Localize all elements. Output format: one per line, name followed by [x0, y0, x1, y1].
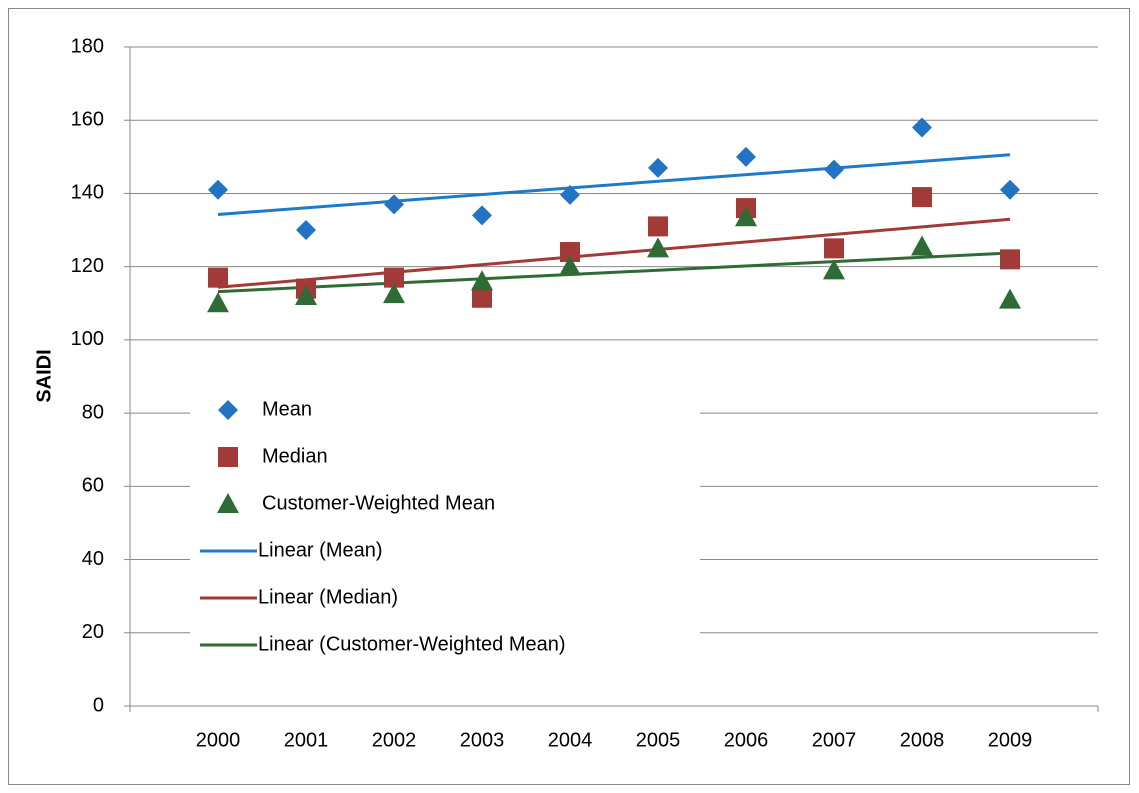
y-tick-label: 120 [71, 255, 104, 277]
legend-box [190, 385, 700, 663]
marker-square [218, 447, 238, 467]
marker-diamond [1000, 179, 1020, 200]
legend-label: Median [262, 445, 328, 467]
marker-triangle [471, 270, 493, 291]
marker-triangle [559, 255, 581, 276]
marker-triangle [823, 259, 845, 280]
marker-square [472, 287, 492, 308]
marker-triangle [207, 292, 229, 313]
marker-diamond [296, 220, 316, 241]
marker-square [208, 267, 228, 288]
marker-square [912, 187, 932, 208]
marker-diamond [824, 159, 844, 180]
marker-diamond [384, 194, 404, 215]
legend-label: Linear (Customer-Weighted Mean) [258, 633, 566, 655]
marker-triangle [999, 288, 1021, 309]
x-tick-label: 2009 [988, 729, 1033, 751]
marker-diamond [648, 157, 668, 178]
trendline [217, 251, 1011, 294]
y-tick-label: 80 [82, 401, 104, 423]
legend-label: Linear (Mean) [258, 539, 383, 561]
x-tick-label: 2000 [196, 729, 241, 751]
y-tick-label: 100 [71, 328, 104, 350]
y-tick-label: 40 [82, 548, 104, 570]
marker-triangle [295, 284, 317, 305]
y-tick-label: 180 [71, 35, 104, 57]
y-axis-label: SAIDI [33, 349, 55, 402]
x-tick-label: 2004 [548, 729, 593, 751]
legend-label: Mean [262, 398, 312, 420]
x-tick-label: 2008 [900, 729, 945, 751]
y-tick-label: 160 [71, 109, 104, 131]
y-tick-label: 20 [82, 621, 104, 643]
marker-square [384, 267, 404, 288]
trendline [217, 153, 1011, 216]
marker-diamond [208, 179, 228, 200]
x-tick-label: 2007 [812, 729, 857, 751]
y-tick-label: 60 [82, 475, 104, 497]
marker-square [560, 242, 580, 263]
marker-diamond [736, 146, 756, 167]
marker-diamond [472, 205, 492, 226]
x-tick-label: 2005 [636, 729, 681, 751]
marker-square [1000, 249, 1020, 270]
y-tick-label: 0 [93, 694, 104, 716]
marker-triangle [911, 235, 933, 256]
marker-square [648, 216, 668, 237]
x-tick-label: 2002 [372, 729, 417, 751]
marker-diamond [912, 117, 932, 138]
marker-diamond [560, 184, 580, 205]
marker-triangle [647, 237, 669, 258]
marker-triangle [383, 283, 405, 304]
y-tick-label: 140 [71, 182, 104, 204]
x-tick-label: 2001 [284, 729, 329, 751]
marker-triangle [735, 206, 757, 227]
trendline [217, 217, 1011, 289]
x-tick-label: 2003 [460, 729, 505, 751]
marker-diamond [218, 400, 238, 420]
legend-label: Linear (Median) [258, 586, 398, 608]
marker-square [824, 238, 844, 259]
x-tick-label: 2006 [724, 729, 769, 751]
legend-label: Customer-Weighted Mean [262, 492, 495, 514]
marker-triangle [217, 493, 239, 513]
